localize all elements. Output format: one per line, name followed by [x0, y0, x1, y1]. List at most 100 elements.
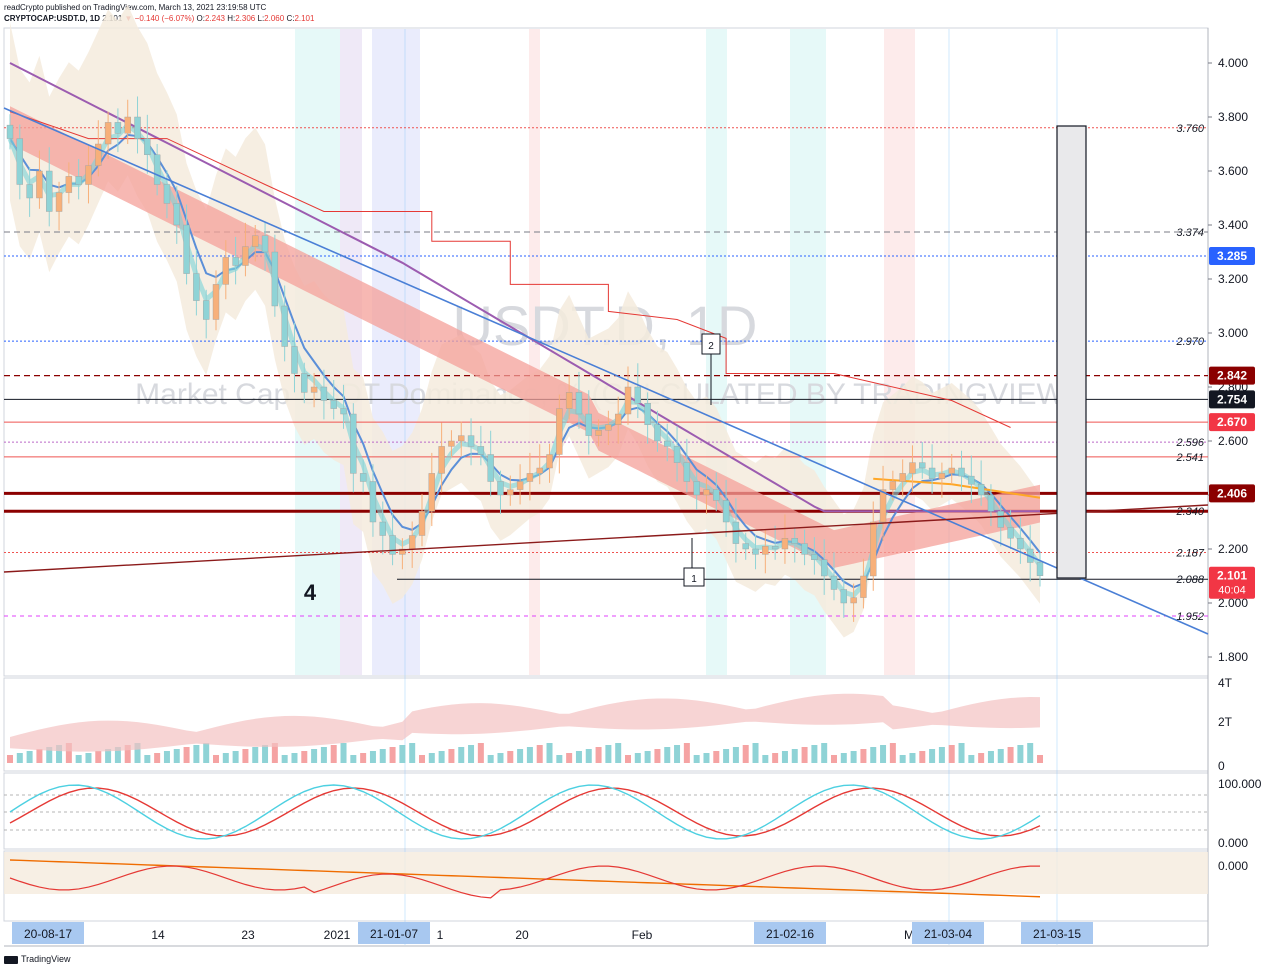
volume-bar	[173, 749, 180, 763]
candle-body	[840, 589, 848, 604]
candle-body	[6, 124, 14, 139]
candle-body	[703, 489, 710, 496]
volume-bar	[16, 753, 23, 763]
level-label: 1.952	[1176, 611, 1204, 623]
candle-body	[526, 473, 534, 482]
candle-body	[212, 284, 220, 320]
level-label: 3.374	[1176, 227, 1204, 239]
volume-bar	[801, 747, 808, 763]
projection-box	[1056, 125, 1087, 579]
candle-body	[261, 235, 269, 253]
highlight-band	[529, 29, 540, 675]
candle-body	[467, 435, 475, 447]
level-label: 3.760	[1176, 123, 1204, 135]
volume-bar	[732, 747, 739, 763]
candle-body	[458, 435, 465, 442]
y-tick-label: 3.400	[1218, 218, 1248, 232]
volume-bar	[468, 745, 475, 763]
candle-body	[820, 559, 828, 577]
stoch-panel-frame	[3, 772, 1209, 850]
volume-bar	[360, 753, 367, 763]
price-badge	[1209, 413, 1255, 432]
volume-bar	[850, 751, 857, 763]
volume-bar	[7, 755, 13, 763]
volume-bar	[75, 755, 82, 763]
candle-body	[585, 413, 592, 436]
volume-bar	[585, 749, 592, 763]
volume-bar	[526, 747, 533, 763]
candle-body	[624, 386, 632, 415]
candle-body	[144, 138, 151, 156]
volume-bar	[978, 753, 985, 763]
candle-body	[350, 413, 357, 474]
volume-bar	[203, 743, 210, 763]
volume-bar	[781, 751, 788, 763]
publisher-line: readCrypto published on TradingView.com,…	[4, 3, 267, 12]
candle-body	[899, 473, 906, 482]
volume-bar	[654, 749, 661, 763]
candle-body	[958, 467, 965, 477]
volume-bar	[634, 753, 641, 763]
trend-lines	[3, 107, 1209, 635]
volume-bar	[95, 751, 102, 763]
descending-trendline	[3, 107, 1209, 635]
candle-body	[732, 521, 740, 544]
symbol-name[interactable]: CRYPTOCAP:USDT.D, 1D	[4, 14, 101, 23]
candle-body	[497, 481, 504, 496]
price-badge-label: 2.406	[1217, 486, 1247, 500]
y-tick-label: 3.200	[1218, 272, 1248, 286]
high-value: 2.306	[235, 14, 256, 23]
volume-bar	[65, 743, 72, 763]
y-tick-label: 4.000	[1218, 56, 1248, 70]
x-tick-label: 14	[151, 928, 165, 942]
volume-bar	[487, 755, 494, 763]
volume-bar	[536, 745, 543, 763]
x-tick-label: 2021	[324, 928, 351, 942]
level-label: 2.970	[1175, 336, 1204, 348]
level-label: 2.541	[1175, 452, 1204, 464]
volume-bar	[762, 755, 769, 763]
volume-bar	[389, 747, 396, 763]
candle-body	[850, 597, 857, 604]
open-value: 2.243	[204, 14, 225, 23]
candle-body	[85, 165, 92, 185]
volume-bar	[379, 749, 386, 763]
close-label: C:	[286, 14, 295, 23]
candle-body	[722, 500, 730, 523]
volume-bar	[625, 755, 631, 763]
candle-body	[418, 511, 426, 536]
date-badge	[754, 922, 826, 944]
y-tick-label: 2.600	[1218, 434, 1248, 448]
candle-body	[801, 543, 808, 555]
volume-bar	[419, 755, 425, 763]
volume-bar	[517, 749, 524, 763]
candle-body	[654, 424, 661, 442]
volume-bar	[1037, 755, 1043, 763]
candle-body	[222, 257, 230, 285]
volume-bar	[262, 745, 269, 763]
candle-body	[595, 430, 602, 436]
volume-bar	[929, 749, 936, 763]
candle-body	[762, 546, 769, 555]
price-badge-label: 2.101	[1217, 569, 1247, 583]
x-tick-label: 1	[437, 928, 444, 942]
stoch-k-line	[9, 784, 1041, 840]
cloud-layer	[10, 4, 1040, 638]
volume-bar	[880, 745, 887, 763]
candle-body	[987, 494, 995, 512]
time-axis[interactable]: 14 23 2021 1 20 Feb M 20-08-17 21-01-07 21-02-16 2…	[12, 922, 1093, 944]
candle-body	[379, 521, 386, 536]
volume-bar	[340, 743, 347, 763]
volume-bar	[114, 747, 121, 763]
volume-bar	[271, 743, 278, 763]
price-badges: 3.285 2.842 2.754 2.670 2.406 2.101 40:04	[1209, 247, 1255, 599]
price-badge	[1209, 366, 1255, 385]
candle-body	[575, 392, 583, 415]
volume-bar	[546, 743, 553, 763]
volume-bar	[948, 745, 955, 763]
osc-axis-label: 0.000	[1218, 859, 1248, 873]
callout-box	[683, 567, 705, 587]
date-badge	[1021, 922, 1093, 944]
volume-bar	[105, 749, 112, 763]
